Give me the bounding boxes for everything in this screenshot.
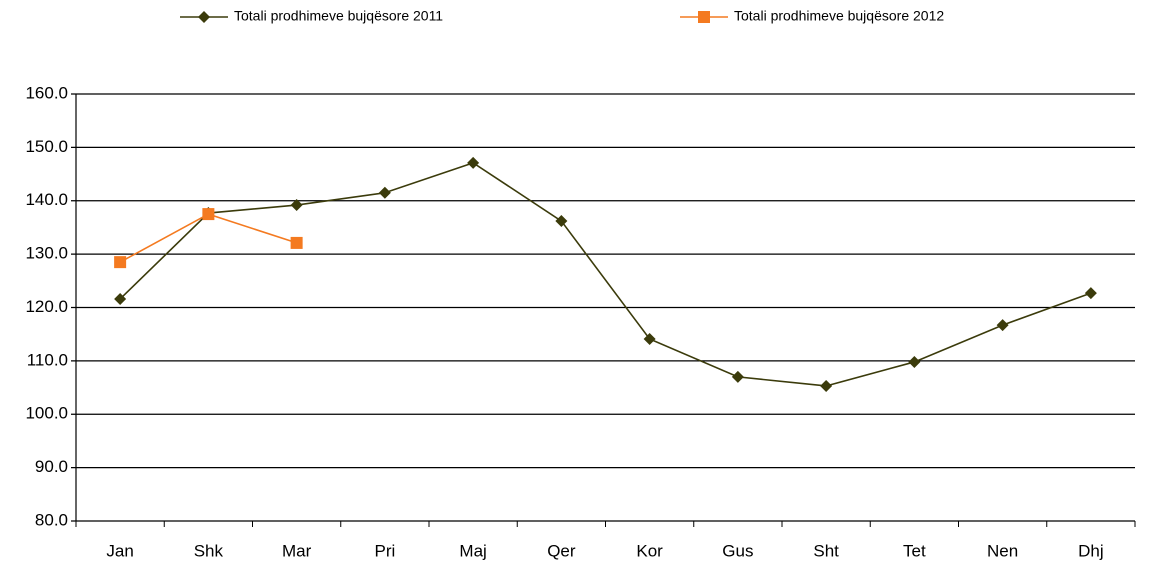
- data-point: [731, 370, 744, 383]
- x-tick-label: Dhj: [1078, 541, 1104, 560]
- data-point: [290, 236, 303, 249]
- data-point: [114, 256, 127, 269]
- data-point: [378, 186, 391, 199]
- data-point: [1084, 287, 1097, 300]
- y-tick-label: 160.0: [25, 83, 68, 102]
- legend-marker: [698, 11, 710, 23]
- x-tick-label: Tet: [903, 541, 926, 560]
- x-tick-label: Shk: [194, 541, 224, 560]
- series-line: [119, 213, 297, 263]
- data-point: [908, 355, 921, 368]
- x-tick-label: Maj: [459, 541, 486, 560]
- y-tick-label: 150.0: [25, 137, 68, 156]
- y-tick-label: 130.0: [25, 244, 68, 263]
- data-point: [114, 292, 127, 305]
- legend-label: Totali prodhimeve bujqësore 2012: [734, 8, 944, 24]
- data-point: [643, 332, 656, 345]
- y-tick-label: 90.0: [35, 457, 68, 476]
- x-tick-label: Mar: [282, 541, 312, 560]
- legend-marker: [198, 11, 210, 23]
- data-point: [467, 156, 480, 169]
- y-tick-label: 110.0: [27, 350, 68, 369]
- legend-label: Totali prodhimeve bujqësore 2011: [234, 8, 443, 24]
- x-tick-label: Qer: [547, 541, 576, 560]
- x-tick-label: Sht: [813, 541, 839, 560]
- data-point: [202, 208, 215, 221]
- data-point: [290, 199, 303, 212]
- y-tick-label: 80.0: [35, 510, 68, 529]
- data-point: [555, 215, 568, 228]
- y-tick-label: 140.0: [25, 190, 68, 209]
- x-tick-label: Kor: [636, 541, 663, 560]
- x-tick-label: Gus: [722, 541, 753, 560]
- x-tick-label: Nen: [987, 541, 1018, 560]
- y-tick-label: 100.0: [25, 404, 68, 423]
- data-point: [820, 379, 833, 392]
- series-line: [119, 161, 1092, 387]
- data-point: [996, 319, 1009, 332]
- y-tick-label: 120.0: [25, 297, 68, 316]
- x-tick-label: Jan: [106, 541, 133, 560]
- x-tick-label: Pri: [374, 541, 395, 560]
